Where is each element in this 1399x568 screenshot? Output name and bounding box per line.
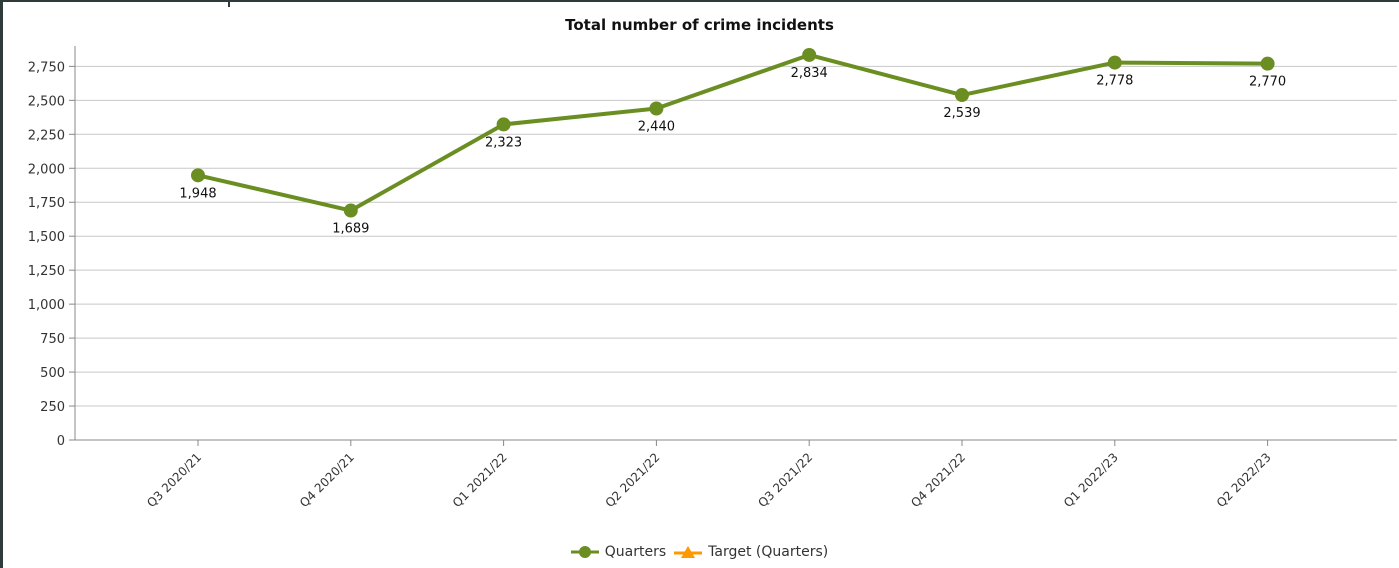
data-point[interactable] [1260,56,1275,71]
y-tick-label: 2,000 [28,162,65,177]
data-label: 1,948 [179,186,216,201]
y-tick-label: 250 [40,400,65,415]
data-label: 2,440 [638,119,675,134]
data-label: 2,834 [791,66,828,81]
x-tick-label: Q1 2021/22 [450,450,510,510]
x-tick-label: Q2 2021/22 [603,450,663,510]
x-tick-label: Q3 2021/22 [755,450,815,510]
legend-swatch-target [674,546,703,558]
y-tick-label: 1,250 [28,264,65,279]
x-tick-label: Q2 2022/23 [1214,450,1274,510]
y-tick-label: 2,500 [28,94,65,109]
data-label: 2,539 [943,106,980,121]
y-tick-label: 0 [57,434,65,449]
data-point[interactable] [191,168,205,183]
gridlines [75,65,1397,407]
x-tick-label: Q3 2020/21 [144,450,204,510]
data-point[interactable] [343,203,358,218]
data-label: 2,778 [1096,74,1133,89]
data-point[interactable] [1107,55,1122,70]
y-axis: 0 250 500 750 1,000 1,250 1,500 1,750 2,000 2,250… [28,46,76,449]
data-label: 2,770 [1249,75,1286,90]
y-tick-label: 500 [40,366,65,381]
data-label: 1,689 [332,222,369,237]
y-tick-label: 2,750 [28,60,65,75]
legend: Quarters Target (Quarters) [0,544,1399,560]
y-tick-label: 750 [40,332,65,347]
data-point[interactable] [496,117,511,132]
data-point[interactable] [802,47,817,62]
series-line-quarters [197,52,1268,213]
data-point[interactable] [649,101,664,116]
data-label: 2,323 [485,135,522,150]
legend-label-target: Target (Quarters) [708,544,829,560]
x-tick-label: Q4 2020/21 [297,450,357,510]
chart-title: Total number of crime incidents [565,16,834,34]
y-tick-label: 2,250 [28,128,65,143]
x-tick-label: Q1 2022/23 [1061,450,1121,510]
legend-item-target[interactable]: Target (Quarters) [674,544,828,560]
y-tick-label: 1,750 [28,196,65,211]
x-tick-label: Q4 2021/22 [908,450,968,510]
series-layer: 1,948 1,689 2,323 2,440 2,834 2,539 2,778 2,770 [179,47,1286,237]
legend-item-quarters[interactable]: Quarters [570,544,667,560]
legend-label-quarters: Quarters [604,544,667,560]
legend-swatch-quarters [570,546,599,558]
x-axis: Q3 2020/21 Q4 2020/21 Q1 2021/22 Q2 2021/22… [75,439,1397,510]
y-tick-label: 1,000 [28,298,65,313]
y-tick-label: 1,500 [28,230,65,245]
data-point[interactable] [955,88,969,103]
frame-notch [228,2,230,7]
